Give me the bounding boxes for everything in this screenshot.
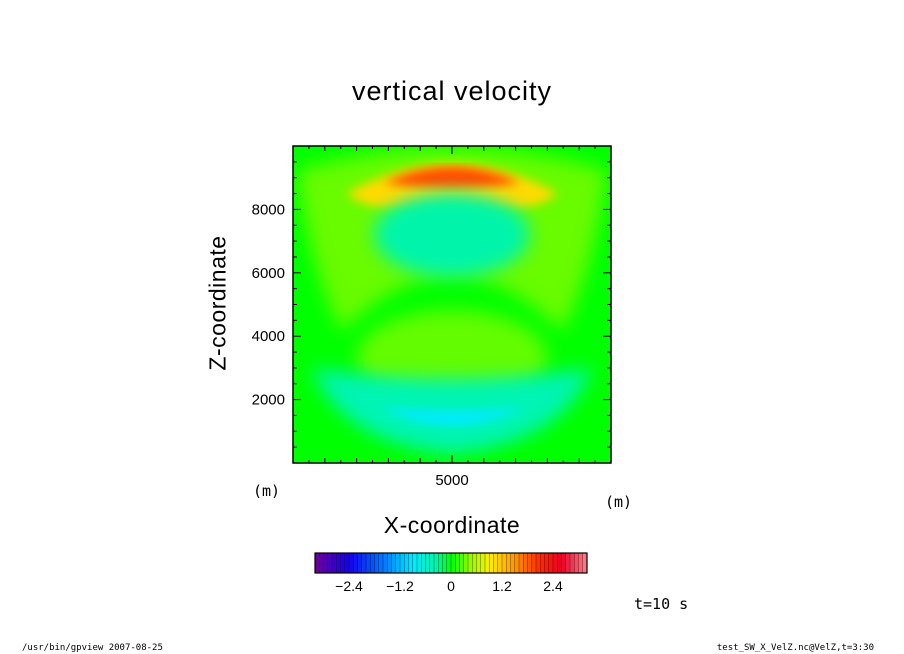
colorbar-swatch <box>400 553 405 573</box>
negative-core <box>374 192 530 277</box>
colorbar-swatch <box>553 553 558 573</box>
x-axis-unit: (m) <box>605 493 633 511</box>
footer-program-date: /usr/bin/gpview 2007-08-25 <box>22 643 163 653</box>
colorbar-swatch <box>548 553 554 573</box>
colorbar-swatch <box>361 553 367 573</box>
colorbar-swatch <box>493 553 499 573</box>
colorbar-swatch <box>336 553 341 573</box>
colorbar-swatch <box>429 553 435 573</box>
colorbar-swatch <box>434 553 439 573</box>
colorbar-swatch <box>357 553 363 573</box>
colorbar-swatch <box>421 553 426 573</box>
colorbar-swatch <box>442 553 448 573</box>
colorbar-swatch <box>570 553 575 573</box>
colorbar-swatch <box>519 553 524 573</box>
colorbar-tick-label: 2.4 <box>543 578 563 594</box>
colorbar-swatch <box>578 553 584 573</box>
colorbar-swatch <box>323 553 329 573</box>
colorbar-swatch <box>370 553 375 573</box>
colorbar-swatch <box>417 553 422 573</box>
y-tick-label: 2000 <box>252 392 285 409</box>
colorbar-swatch <box>412 553 418 573</box>
colorbar-swatch <box>523 553 528 573</box>
colorbar-swatch <box>387 553 392 573</box>
colorbar-swatch <box>472 553 477 573</box>
colorbar-swatch <box>582 553 588 573</box>
colorbar-swatch <box>349 553 354 573</box>
colorbar-swatch <box>438 553 443 573</box>
colorbar-tick-label: −2.4 <box>335 578 363 594</box>
colorbar-swatch <box>463 553 469 573</box>
colorbar-swatch <box>544 553 550 573</box>
colorbar-swatch <box>485 553 490 573</box>
colorbar-swatch <box>404 553 409 573</box>
colorbar-tick-label: 0 <box>447 578 455 594</box>
colorbar-swatch <box>408 553 414 573</box>
colorbar-swatch <box>506 553 511 573</box>
colorbar-swatch <box>476 553 482 573</box>
colorbar-swatch <box>319 553 324 573</box>
colorbar-swatch <box>540 553 545 573</box>
colorbar-swatch <box>565 553 571 573</box>
colorbar-swatch <box>480 553 486 573</box>
time-label: t=10 s <box>634 595 689 613</box>
colorbar-swatch <box>383 553 388 573</box>
y-axis-label: Z-coordinate <box>204 235 231 371</box>
x-tick-label: 5000 <box>435 472 468 489</box>
colorbar-swatch <box>510 553 516 573</box>
colorbar-swatch <box>489 553 494 573</box>
colorbar-swatch <box>353 553 358 573</box>
colorbar-swatch <box>557 553 562 573</box>
colorbar-swatch <box>561 553 567 573</box>
colorbar-swatch <box>332 553 337 573</box>
colorbar-tick-label: 1.2 <box>492 578 512 594</box>
y-tick-label: 4000 <box>252 328 285 345</box>
y-axis-unit: (m) <box>253 482 281 500</box>
negative-arc-core <box>380 406 524 426</box>
colorbar-swatch <box>468 553 473 573</box>
colorbar-swatch <box>315 553 320 573</box>
colorbar-swatch <box>502 553 507 573</box>
colorbar-swatch <box>451 553 456 573</box>
colorbar-swatch <box>574 553 579 573</box>
colorbar-frame <box>314 552 588 574</box>
colorbar-swatch <box>340 553 346 573</box>
x-axis-label: X-coordinate <box>383 512 521 538</box>
colorbar-swatch <box>391 553 397 573</box>
colorbar-swatch <box>344 553 350 573</box>
colorbar-swatch <box>327 553 333 573</box>
colorbar-swatch <box>395 553 401 573</box>
positive-arc-core <box>384 166 520 188</box>
colorbar-swatch <box>459 553 465 573</box>
colorbar-swatch <box>527 553 533 573</box>
colorbar-swatch <box>536 553 541 573</box>
colorbar-swatch <box>366 553 371 573</box>
colorbar-swatch <box>374 553 380 573</box>
colorbar-tick-label: −1.2 <box>386 578 414 594</box>
colorbar-swatch <box>531 553 537 573</box>
colorbar-swatch <box>378 553 384 573</box>
footer-dataset: test_SW_X_VelZ.nc@VelZ,t=3:30 <box>716 643 874 653</box>
chart-title: vertical velocity <box>351 76 553 106</box>
colorbar-swatch <box>497 553 503 573</box>
colorbar-swatch <box>514 553 520 573</box>
colorbar-swatch <box>455 553 460 573</box>
y-tick-label: 8000 <box>252 201 285 218</box>
y-tick-label: 6000 <box>252 265 285 282</box>
colorbar-swatch <box>425 553 431 573</box>
colorbar-swatch <box>446 553 452 573</box>
